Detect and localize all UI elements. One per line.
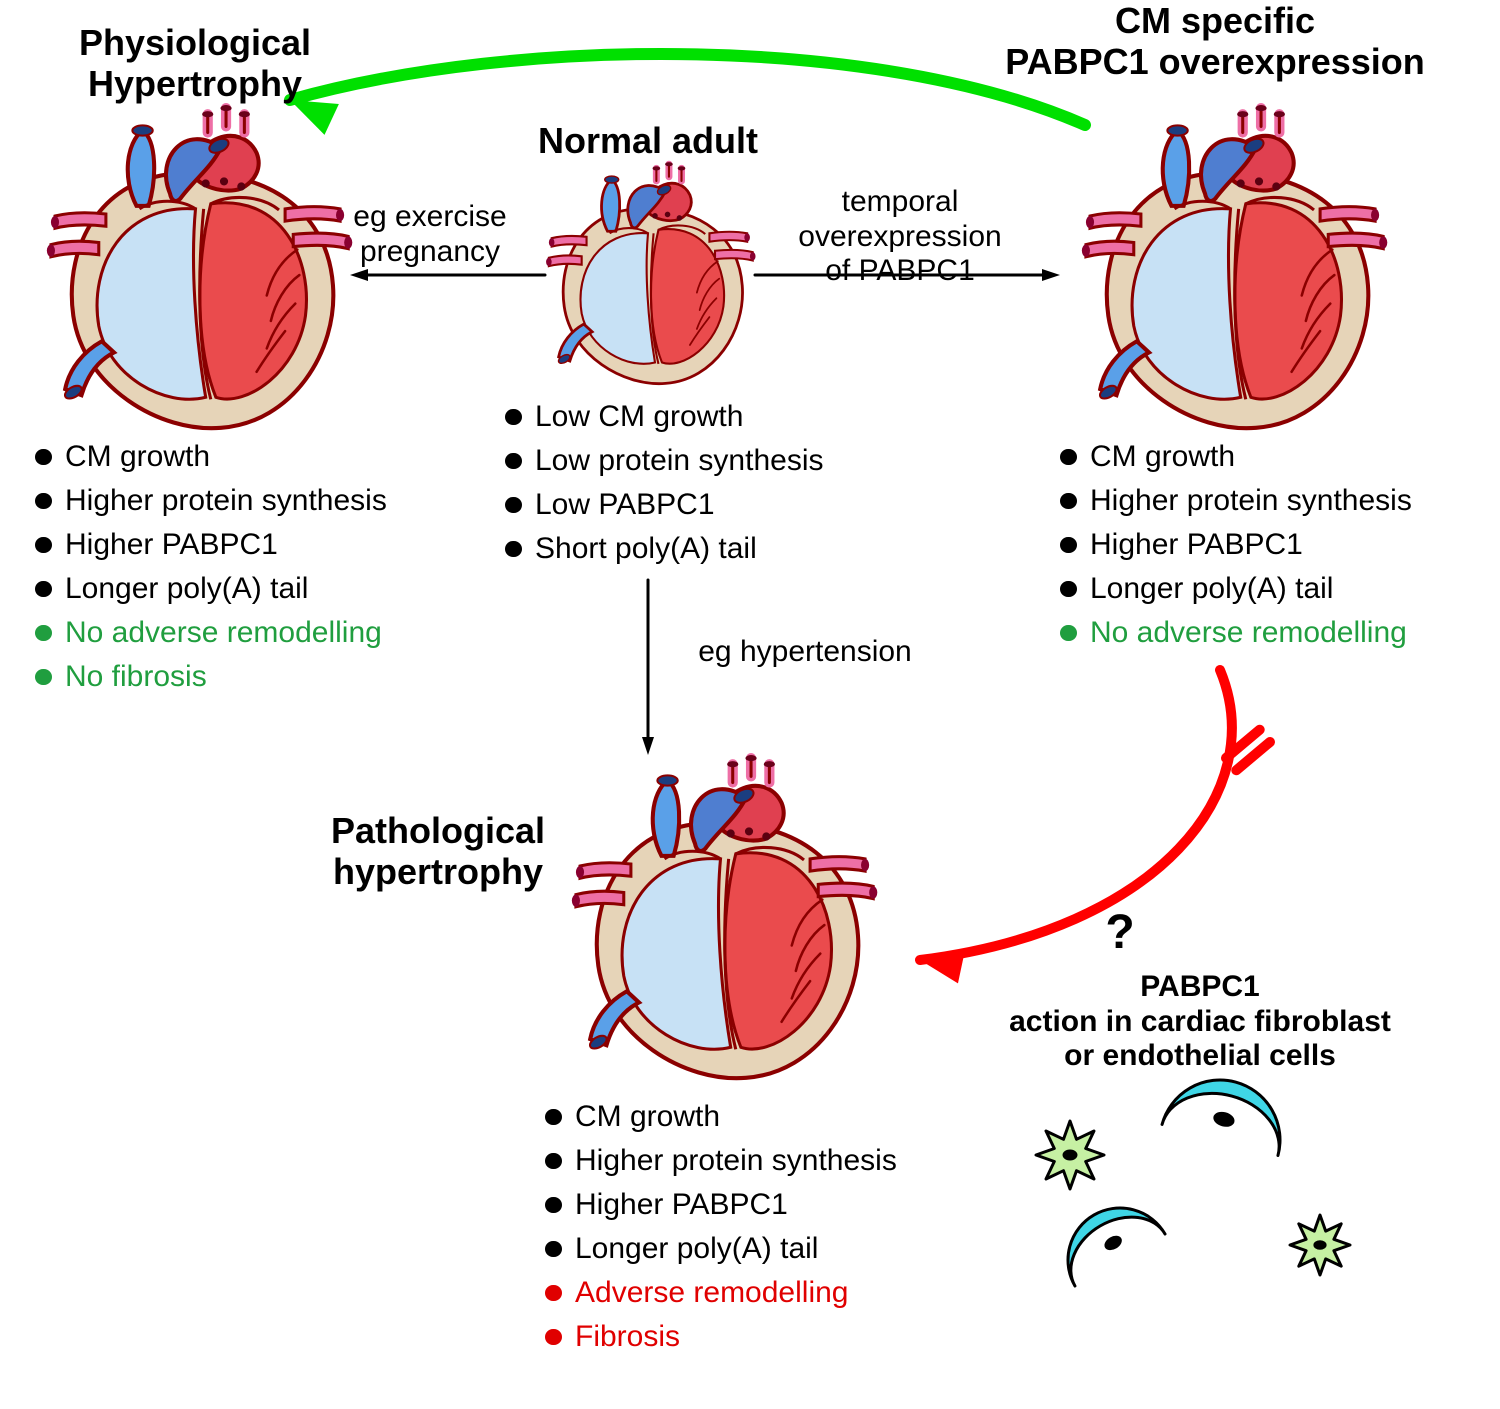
bullet-text: Adverse remodelling (575, 1276, 848, 1310)
bullet-text: Short poly(A) tail (535, 532, 757, 566)
bullet-dot (1060, 581, 1077, 598)
bullets-pathological: CM growth Higher protein synthesis Higher … (545, 1095, 897, 1359)
bullet-text: Higher PABPC1 (575, 1188, 788, 1222)
cells-illustration (990, 1085, 1410, 1345)
bullet-dot (545, 1109, 562, 1126)
bullet-item: Higher protein synthesis (1060, 479, 1412, 523)
bullet-text: Low CM growth (535, 400, 743, 434)
bullet-dot (545, 1329, 562, 1346)
bullet-dot (505, 497, 522, 514)
bullet-item: Low CM growth (505, 395, 824, 439)
bullet-item: No adverse remodelling (35, 611, 387, 655)
bullet-text: CM growth (575, 1100, 720, 1134)
bullet-item: CM growth (35, 435, 387, 479)
bullet-text: Higher protein synthesis (1090, 484, 1412, 518)
title-cm-specific: CM specific PABPC1 overexpression (915, 0, 1500, 83)
bullet-dot (545, 1241, 562, 1258)
bullet-item: Longer poly(A) tail (35, 567, 387, 611)
bullet-text: No fibrosis (65, 660, 207, 694)
bullet-dot (505, 409, 522, 426)
bullet-item: Higher PABPC1 (35, 523, 387, 567)
title-pathological: Pathological hypertrophy (138, 810, 738, 893)
bullet-text: Fibrosis (575, 1320, 680, 1354)
label-question-mark: ? (1070, 905, 1170, 960)
title-physiological: Physiological Hypertrophy (0, 22, 495, 105)
heart-cm-specific (1073, 102, 1388, 438)
bullet-dot (35, 581, 52, 598)
bullet-text: No adverse remodelling (1090, 616, 1407, 650)
bullet-item: Longer poly(A) tail (1060, 567, 1412, 611)
bullets-physiological: CM growth Higher protein synthesis Higher … (35, 435, 387, 699)
bullet-item: Adverse remodelling (545, 1271, 897, 1315)
bullet-item: Fibrosis (545, 1315, 897, 1359)
bullet-dot (545, 1285, 562, 1302)
bullet-dot (505, 453, 522, 470)
bullet-dot (1060, 625, 1077, 642)
bullet-text: Higher PABPC1 (1090, 528, 1303, 562)
bullet-dot (35, 537, 52, 554)
bullet-item: Higher PABPC1 (545, 1183, 897, 1227)
bullet-item: No fibrosis (35, 655, 387, 699)
bullet-dot (35, 493, 52, 510)
bullet-text: CM growth (1090, 440, 1235, 474)
bullet-text: Longer poly(A) tail (1090, 572, 1333, 606)
bullet-dot (505, 541, 522, 558)
label-hypertension: eg hypertension (605, 635, 1005, 670)
bullet-dot (545, 1153, 562, 1170)
bullet-text: CM growth (65, 440, 210, 474)
bullet-item: CM growth (545, 1095, 897, 1139)
bullet-text: Higher protein synthesis (575, 1144, 897, 1178)
bullet-dot (35, 625, 52, 642)
heart-physiological (38, 102, 353, 438)
bullet-dot (35, 449, 52, 466)
bullet-item: Higher PABPC1 (1060, 523, 1412, 567)
title-normal: Normal adult (348, 120, 948, 161)
bullet-text: No adverse remodelling (65, 616, 382, 650)
bullet-item: Higher protein synthesis (35, 479, 387, 523)
label-temporal-overexpression: temporal overexpression of PABPC1 (700, 185, 1100, 289)
label-pabpc1-action: PABPC1 action in cardiac fibroblast or e… (900, 970, 1500, 1074)
bullet-text: Longer poly(A) tail (65, 572, 308, 606)
bullet-item: Low protein synthesis (505, 439, 824, 483)
bullet-item: Longer poly(A) tail (545, 1227, 897, 1271)
bullet-dot (1060, 449, 1077, 466)
bullet-item: No adverse remodelling (1060, 611, 1412, 655)
bullet-item: Short poly(A) tail (505, 527, 824, 571)
bullets-normal: Low CM growth Low protein synthesis Low PA… (505, 395, 824, 571)
bullet-text: Higher protein synthesis (65, 484, 387, 518)
bullet-item: CM growth (1060, 435, 1412, 479)
bullet-item: Low PABPC1 (505, 483, 824, 527)
bullet-dot (545, 1197, 562, 1214)
bullet-text: Low protein synthesis (535, 444, 824, 478)
heart-pathological (563, 752, 878, 1088)
bullet-dot (35, 669, 52, 686)
bullet-text: Longer poly(A) tail (575, 1232, 818, 1266)
bullet-text: Higher PABPC1 (65, 528, 278, 562)
bullet-dot (1060, 493, 1077, 510)
bullet-item: Higher protein synthesis (545, 1139, 897, 1183)
label-exercise-pregnancy: eg exercise pregnancy (230, 200, 630, 269)
bullets-cm-specific: CM growth Higher protein synthesis Higher … (1060, 435, 1412, 655)
bullet-text: Low PABPC1 (535, 488, 715, 522)
bullet-dot (1060, 537, 1077, 554)
